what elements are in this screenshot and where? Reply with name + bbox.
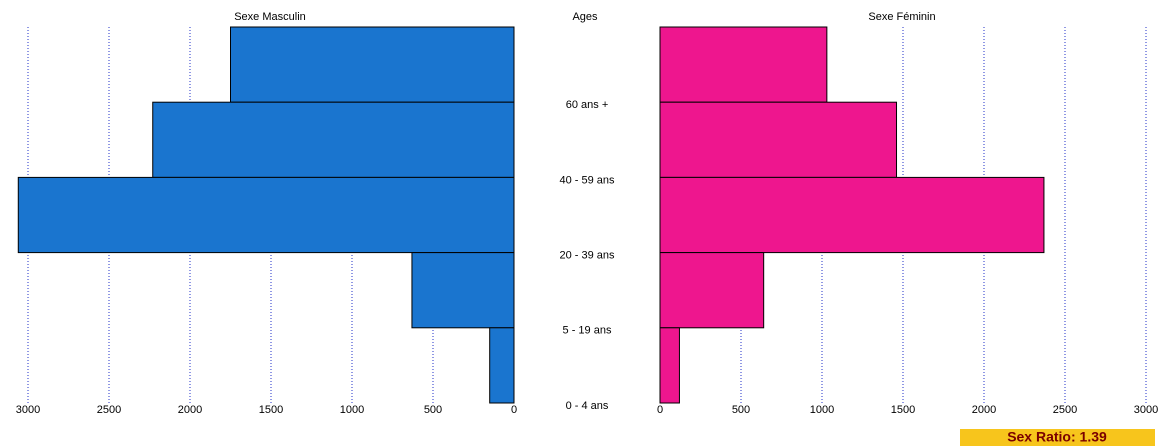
bar [659,101,898,178]
bar [659,252,765,329]
x-tick-label: 0 [511,404,517,416]
bar [659,26,828,103]
category-label: 40 - 59 ans [559,174,615,186]
bar [659,176,1045,254]
panel-title: Sexe Masculin [234,11,306,23]
x-tick-label: 1500 [891,404,915,416]
category-label: 60 ans + [566,99,609,111]
category-axis-title: Ages [572,11,598,23]
x-tick-label: 3000 [1134,404,1158,416]
x-tick-label: 1500 [259,404,283,416]
bar [230,26,515,103]
bar [489,327,515,404]
x-tick-label: 2000 [972,404,996,416]
x-tick-label: 1000 [340,404,364,416]
x-tick-label: 1000 [810,404,834,416]
bar [17,176,515,254]
annotation: Sex Ratio: 1.39 [1007,429,1107,445]
category-label: 0 - 4 ans [566,400,609,412]
x-tick-label: 0 [657,404,663,416]
annotation-background [960,429,1155,446]
x-tick-label: 2500 [1053,404,1077,416]
bar [152,101,515,178]
category-label: 20 - 39 ans [559,250,615,262]
x-tick-label: 500 [732,404,750,416]
bar [659,327,680,404]
x-tick-label: 500 [424,404,442,416]
x-tick-label: 2500 [97,404,121,416]
bar [411,252,515,329]
x-tick-label: 2000 [178,404,202,416]
panel-title: Sexe Féminin [868,11,935,23]
category-label: 5 - 19 ans [563,325,612,337]
x-tick-label: 3000 [16,404,40,416]
